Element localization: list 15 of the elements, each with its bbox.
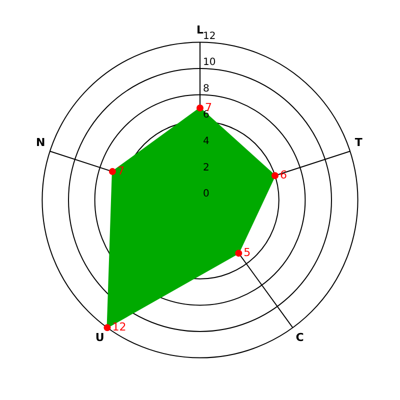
data-label: 7 — [117, 164, 124, 178]
spoke-label: N — [36, 136, 46, 149]
y-tick-label: 2 — [203, 162, 210, 174]
y-tick-label: 10 — [203, 57, 216, 68]
data-label: 12 — [112, 320, 126, 334]
spoke-label: U — [95, 331, 104, 344]
data-label: 5 — [244, 246, 251, 260]
spoke-label: L — [196, 23, 204, 36]
y-tick-label: 4 — [203, 136, 210, 147]
y-tick-label: 6 — [203, 110, 210, 121]
y-tick-label: 0 — [203, 188, 210, 200]
spoke-label: T — [354, 136, 363, 149]
y-tick-label: 8 — [203, 83, 210, 94]
y-tick-label: 12 — [203, 30, 216, 42]
spoke-label: C — [296, 331, 304, 344]
